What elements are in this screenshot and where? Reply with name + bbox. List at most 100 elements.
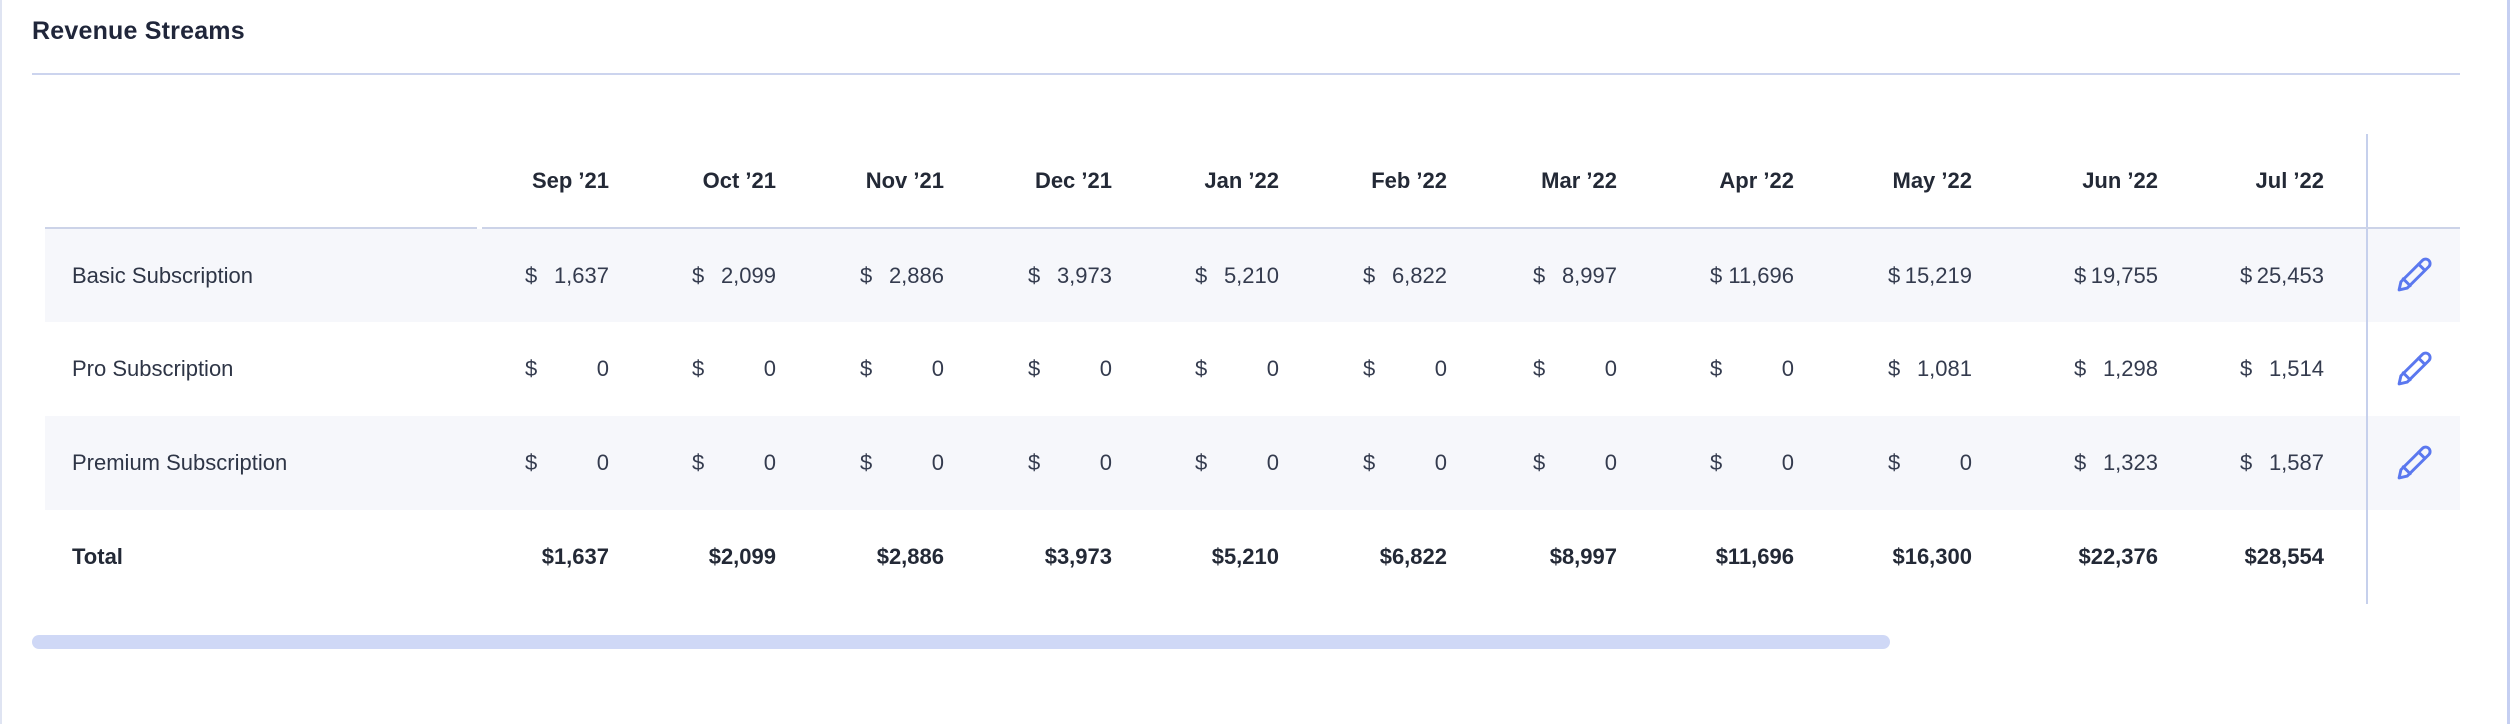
currency-symbol: $ [1195, 450, 1208, 475]
money-value: $0 [1195, 450, 1279, 476]
pencil-icon [2397, 445, 2432, 479]
value-cell[interactable]: $0 [1321, 416, 1489, 510]
amount: 1,298 [2102, 356, 2158, 381]
total-value-cell: $22,376 [2014, 510, 2200, 604]
amount: 0 [1434, 356, 1447, 381]
month-column-header: Dec ’21 [986, 134, 1154, 229]
month-column-header: Nov ’21 [818, 134, 986, 229]
money-value: $6,822 [1363, 263, 1447, 289]
value-cell[interactable]: $0 [1154, 416, 1321, 510]
value-cell[interactable]: $15,219 [1836, 228, 2014, 322]
value-cell[interactable]: $1,637 [480, 228, 651, 322]
money-value: $1,587 [2240, 450, 2324, 476]
revenue-stream-row: Basic Subscription $1,637 $2,099 $2,886 $3,9… [45, 228, 2460, 322]
value-cell[interactable]: $0 [986, 416, 1154, 510]
value-cell[interactable]: $0 [651, 416, 818, 510]
amount: 5,210 [1223, 262, 1279, 288]
month-column-header: Oct ’21 [651, 134, 818, 229]
amount: 15,219 [1904, 262, 1972, 288]
value-cell[interactable]: $11,696 [1659, 228, 1836, 322]
value-cell[interactable]: $0 [1836, 416, 2014, 510]
value-cell[interactable]: $0 [1154, 322, 1321, 416]
currency-symbol: $ [1888, 450, 1901, 475]
money-value: $8,997 [1533, 263, 1617, 289]
stream-name-column-header [45, 134, 482, 229]
edit-row-button[interactable] [2392, 346, 2437, 391]
panel-title: Revenue Streams [32, 17, 245, 45]
money-value: $0 [1888, 450, 1972, 476]
money-value: $0 [1710, 356, 1794, 382]
currency-symbol: $ [525, 262, 538, 288]
value-cell[interactable]: $1,298 [2014, 322, 2200, 416]
revenue-stream-row: Pro Subscription $0 $0 $0 $0 $0 $0 $0 $0 $1,081 $1… [45, 322, 2460, 416]
currency-symbol: $ [860, 262, 873, 288]
money-value: $1,298 [2074, 356, 2158, 382]
total-amount: $2,886 [876, 544, 944, 569]
currency-symbol: $ [2240, 262, 2253, 288]
horizontal-scrollbar-thumb[interactable] [32, 635, 1890, 649]
row-actions-cell [2366, 510, 2460, 604]
edit-row-button[interactable] [2392, 440, 2437, 485]
total-amount: $28,554 [2244, 544, 2324, 569]
value-cell[interactable]: $0 [480, 416, 651, 510]
stream-name-label: Pro Subscription [72, 356, 234, 381]
value-cell[interactable]: $0 [651, 322, 818, 416]
value-cell[interactable]: $1,323 [2014, 416, 2200, 510]
total-row: Total $1,637 $2,099 $2,886 $3,973 $5,210 $6,82… [45, 510, 2460, 604]
value-cell[interactable]: $1,587 [2200, 416, 2367, 510]
total-value-cell: $8,997 [1489, 510, 1659, 604]
value-cell[interactable]: $0 [480, 322, 651, 416]
month-column-header: Jul ’22 [2200, 134, 2367, 229]
value-cell[interactable]: $0 [1659, 416, 1836, 510]
money-value: $0 [1195, 356, 1279, 382]
total-value-cell: $2,099 [651, 510, 818, 604]
value-cell[interactable]: $1,514 [2200, 322, 2367, 416]
total-row-label: Total [72, 544, 123, 569]
amount: 0 [596, 356, 609, 381]
value-cell[interactable]: $0 [818, 416, 986, 510]
amount: 2,099 [720, 262, 776, 288]
currency-symbol: $ [2074, 450, 2087, 475]
total-value-cell: $3,973 [986, 510, 1154, 604]
value-cell[interactable]: $0 [818, 322, 986, 416]
value-cell[interactable]: $0 [1659, 322, 1836, 416]
currency-symbol: $ [1710, 450, 1723, 475]
total-amount: $8,997 [1549, 544, 1617, 569]
value-cell[interactable]: $0 [1489, 322, 1659, 416]
total-amount: $22,376 [2078, 544, 2158, 569]
value-cell[interactable]: $25,453 [2200, 228, 2367, 322]
stream-name-label: Premium Subscription [72, 450, 288, 475]
value-cell[interactable]: $2,099 [651, 228, 818, 322]
revenue-table: Sep ’21 Oct ’21 Nov ’21 Dec ’21 Jan ’22 Feb ’… [45, 134, 2460, 604]
value-cell[interactable]: $5,210 [1154, 228, 1321, 322]
value-cell[interactable]: $1,081 [1836, 322, 2014, 416]
money-value: $11,696 [1710, 263, 1794, 289]
value-cell[interactable]: $19,755 [2014, 228, 2200, 322]
amount: 3,973 [1056, 262, 1112, 288]
money-value: $1,637 [525, 263, 609, 289]
value-cell[interactable]: $6,822 [1321, 228, 1489, 322]
value-cell[interactable]: $0 [986, 322, 1154, 416]
month-column-header: Jun ’22 [2014, 134, 2200, 229]
revenue-stream-row: Premium Subscription $0 $0 $0 $0 $0 $0 $0 $0 $0 $1… [45, 416, 2460, 510]
total-value-cell: $16,300 [1836, 510, 2014, 604]
currency-symbol: $ [692, 262, 705, 288]
currency-symbol: $ [1363, 262, 1376, 288]
currency-symbol: $ [1363, 450, 1376, 475]
value-cell[interactable]: $3,973 [986, 228, 1154, 322]
value-cell[interactable]: $2,886 [818, 228, 986, 322]
month-column-header: Mar ’22 [1489, 134, 1659, 229]
money-value: $19,755 [2074, 263, 2158, 289]
amount: 0 [596, 450, 609, 475]
value-cell[interactable]: $0 [1489, 416, 1659, 510]
amount: 0 [1099, 356, 1112, 381]
currency-symbol: $ [1028, 262, 1041, 288]
currency-symbol: $ [1195, 262, 1208, 288]
month-column-header: Apr ’22 [1659, 134, 1836, 229]
amount: 0 [931, 356, 944, 381]
edit-row-button[interactable] [2392, 252, 2437, 297]
value-cell[interactable]: $8,997 [1489, 228, 1659, 322]
value-cell[interactable]: $0 [1321, 322, 1489, 416]
currency-symbol: $ [1888, 262, 1901, 288]
